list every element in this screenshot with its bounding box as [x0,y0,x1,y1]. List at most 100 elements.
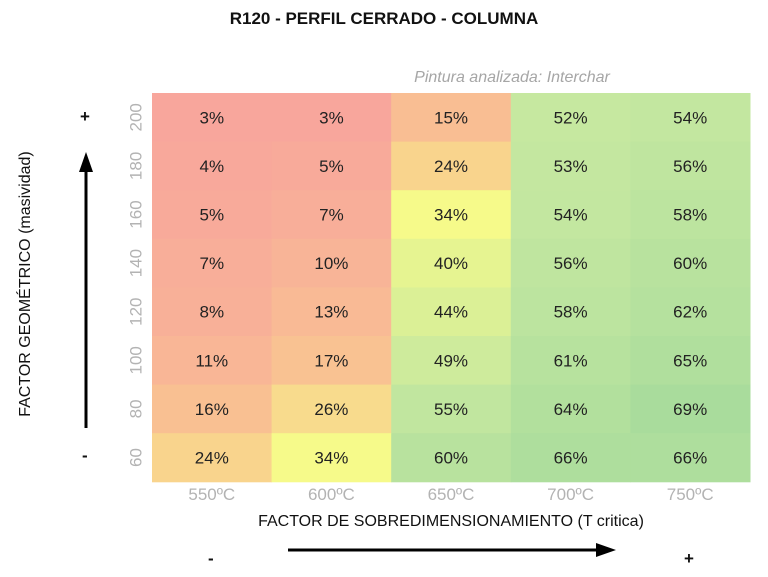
heatmap-cell [391,238,512,288]
heatmap-cell [630,190,751,240]
cell-value-label: 24% [434,157,468,176]
cell-value-label: 24% [195,449,229,468]
y-axis-plus-sign: + [80,107,90,126]
heatmap-cell [630,433,751,483]
cell-value-label: 69% [673,400,707,419]
heatmap-cell [391,287,512,337]
x-tick-label: 650ºC [428,485,475,504]
cell-value-label: 66% [673,449,707,468]
heatmap-cell [391,384,512,434]
x-axis-arrowhead-icon [596,543,616,557]
heatmap-cell [271,433,392,483]
cell-value-label: 34% [434,206,468,225]
cell-value-label: 66% [554,449,588,468]
cell-value-label: 58% [673,206,707,225]
heatmap-cell [630,141,751,191]
cell-value-label: 4% [200,157,225,176]
y-tick-label: 160 [126,200,145,228]
x-tick-label: 550ºC [188,485,235,504]
cell-value-label: 11% [195,351,228,370]
heatmap-cell [152,336,273,386]
heatmap-cell [152,287,273,337]
cell-value-label: 58% [554,303,588,322]
y-axis-arrowhead-icon [79,152,93,172]
y-tick-label: 200 [126,103,145,131]
cell-value-label: 16% [195,400,229,419]
cell-value-label: 3% [319,108,344,127]
y-tick-label: 100 [126,346,145,374]
cell-value-label: 52% [554,108,588,127]
y-axis-label: FACTOR GEOMÉTRICO (masividad) [17,151,34,417]
cell-value-label: 56% [673,157,707,176]
y-axis-minus-sign: - [82,446,88,465]
cell-value-label: 3% [200,108,225,127]
y-tick-label: 80 [126,399,145,418]
cell-value-label: 7% [200,254,225,273]
cell-value-label: 44% [434,303,468,322]
cell-value-label: 49% [434,351,468,370]
heatmap-cell [152,93,273,143]
cell-value-label: 7% [319,206,344,225]
heatmap-cell [630,336,751,386]
heatmap-cell [152,433,273,483]
cell-value-label: 8% [200,303,225,322]
cell-value-label: 40% [434,254,468,273]
heatmap-cell [391,190,512,240]
heatmap-cell [152,238,273,288]
chart-subtitle: Pintura analizada: Interchar [414,69,610,86]
y-tick-label: 120 [126,298,145,326]
heatmap-cell [510,336,631,386]
x-tick-label: 750ºC [667,485,714,504]
cell-value-label: 54% [673,108,707,127]
heatmap-cell [391,141,512,191]
heatmap-cell [271,93,392,143]
heatmap-cell [630,287,751,337]
heatmap-cell [271,336,392,386]
heatmap-cell [152,190,273,240]
y-tick-label: 60 [126,448,145,467]
cell-value-label: 17% [314,351,348,370]
cell-value-label: 65% [673,351,707,370]
heatmap-cell [510,287,631,337]
cell-value-label: 5% [319,157,344,176]
cell-value-label: 56% [554,254,588,273]
heatmap-cell [510,190,631,240]
x-tick-label: 700ºC [547,485,594,504]
cell-value-label: 26% [314,400,348,419]
heatmap-cell [630,93,751,143]
heatmap-cell [271,287,392,337]
cell-value-label: 34% [314,449,348,468]
heatmap-cell [510,93,631,143]
cell-value-label: 60% [434,449,468,468]
x-tick-label: 600ºC [308,485,355,504]
cell-value-label: 15% [434,108,468,127]
x-axis-label: FACTOR DE SOBREDIMENSIONAMIENTO (T criti… [258,513,644,530]
cell-value-label: 55% [434,400,468,419]
cell-value-label: 61% [554,351,588,370]
heatmap-cell [391,336,512,386]
y-tick-label: 180 [126,152,145,180]
heatmap-cell [152,141,273,191]
heatmap-cell [391,433,512,483]
heatmap-cell [630,384,751,434]
y-tick-label: 140 [126,249,145,277]
heatmap-cell [630,238,751,288]
heatmap-cell [510,141,631,191]
heatmap-cell [271,384,392,434]
cell-value-label: 53% [554,157,588,176]
cell-value-label: 13% [314,303,348,322]
cell-value-label: 60% [673,254,707,273]
cell-value-label: 54% [554,206,588,225]
chart-title: R120 - PERFIL CERRADO - COLUMNA [229,9,539,28]
heatmap-cell [271,190,392,240]
heatmap-cell [271,238,392,288]
heatmap-cell [271,141,392,191]
heatmap-cell [152,384,273,434]
x-axis-minus-sign: - [208,549,214,568]
x-axis-plus-sign: + [684,549,694,568]
cell-value-label: 5% [200,206,225,225]
heatmap-cell [510,384,631,434]
cell-value-label: 10% [314,254,348,273]
cell-value-label: 64% [554,400,588,419]
